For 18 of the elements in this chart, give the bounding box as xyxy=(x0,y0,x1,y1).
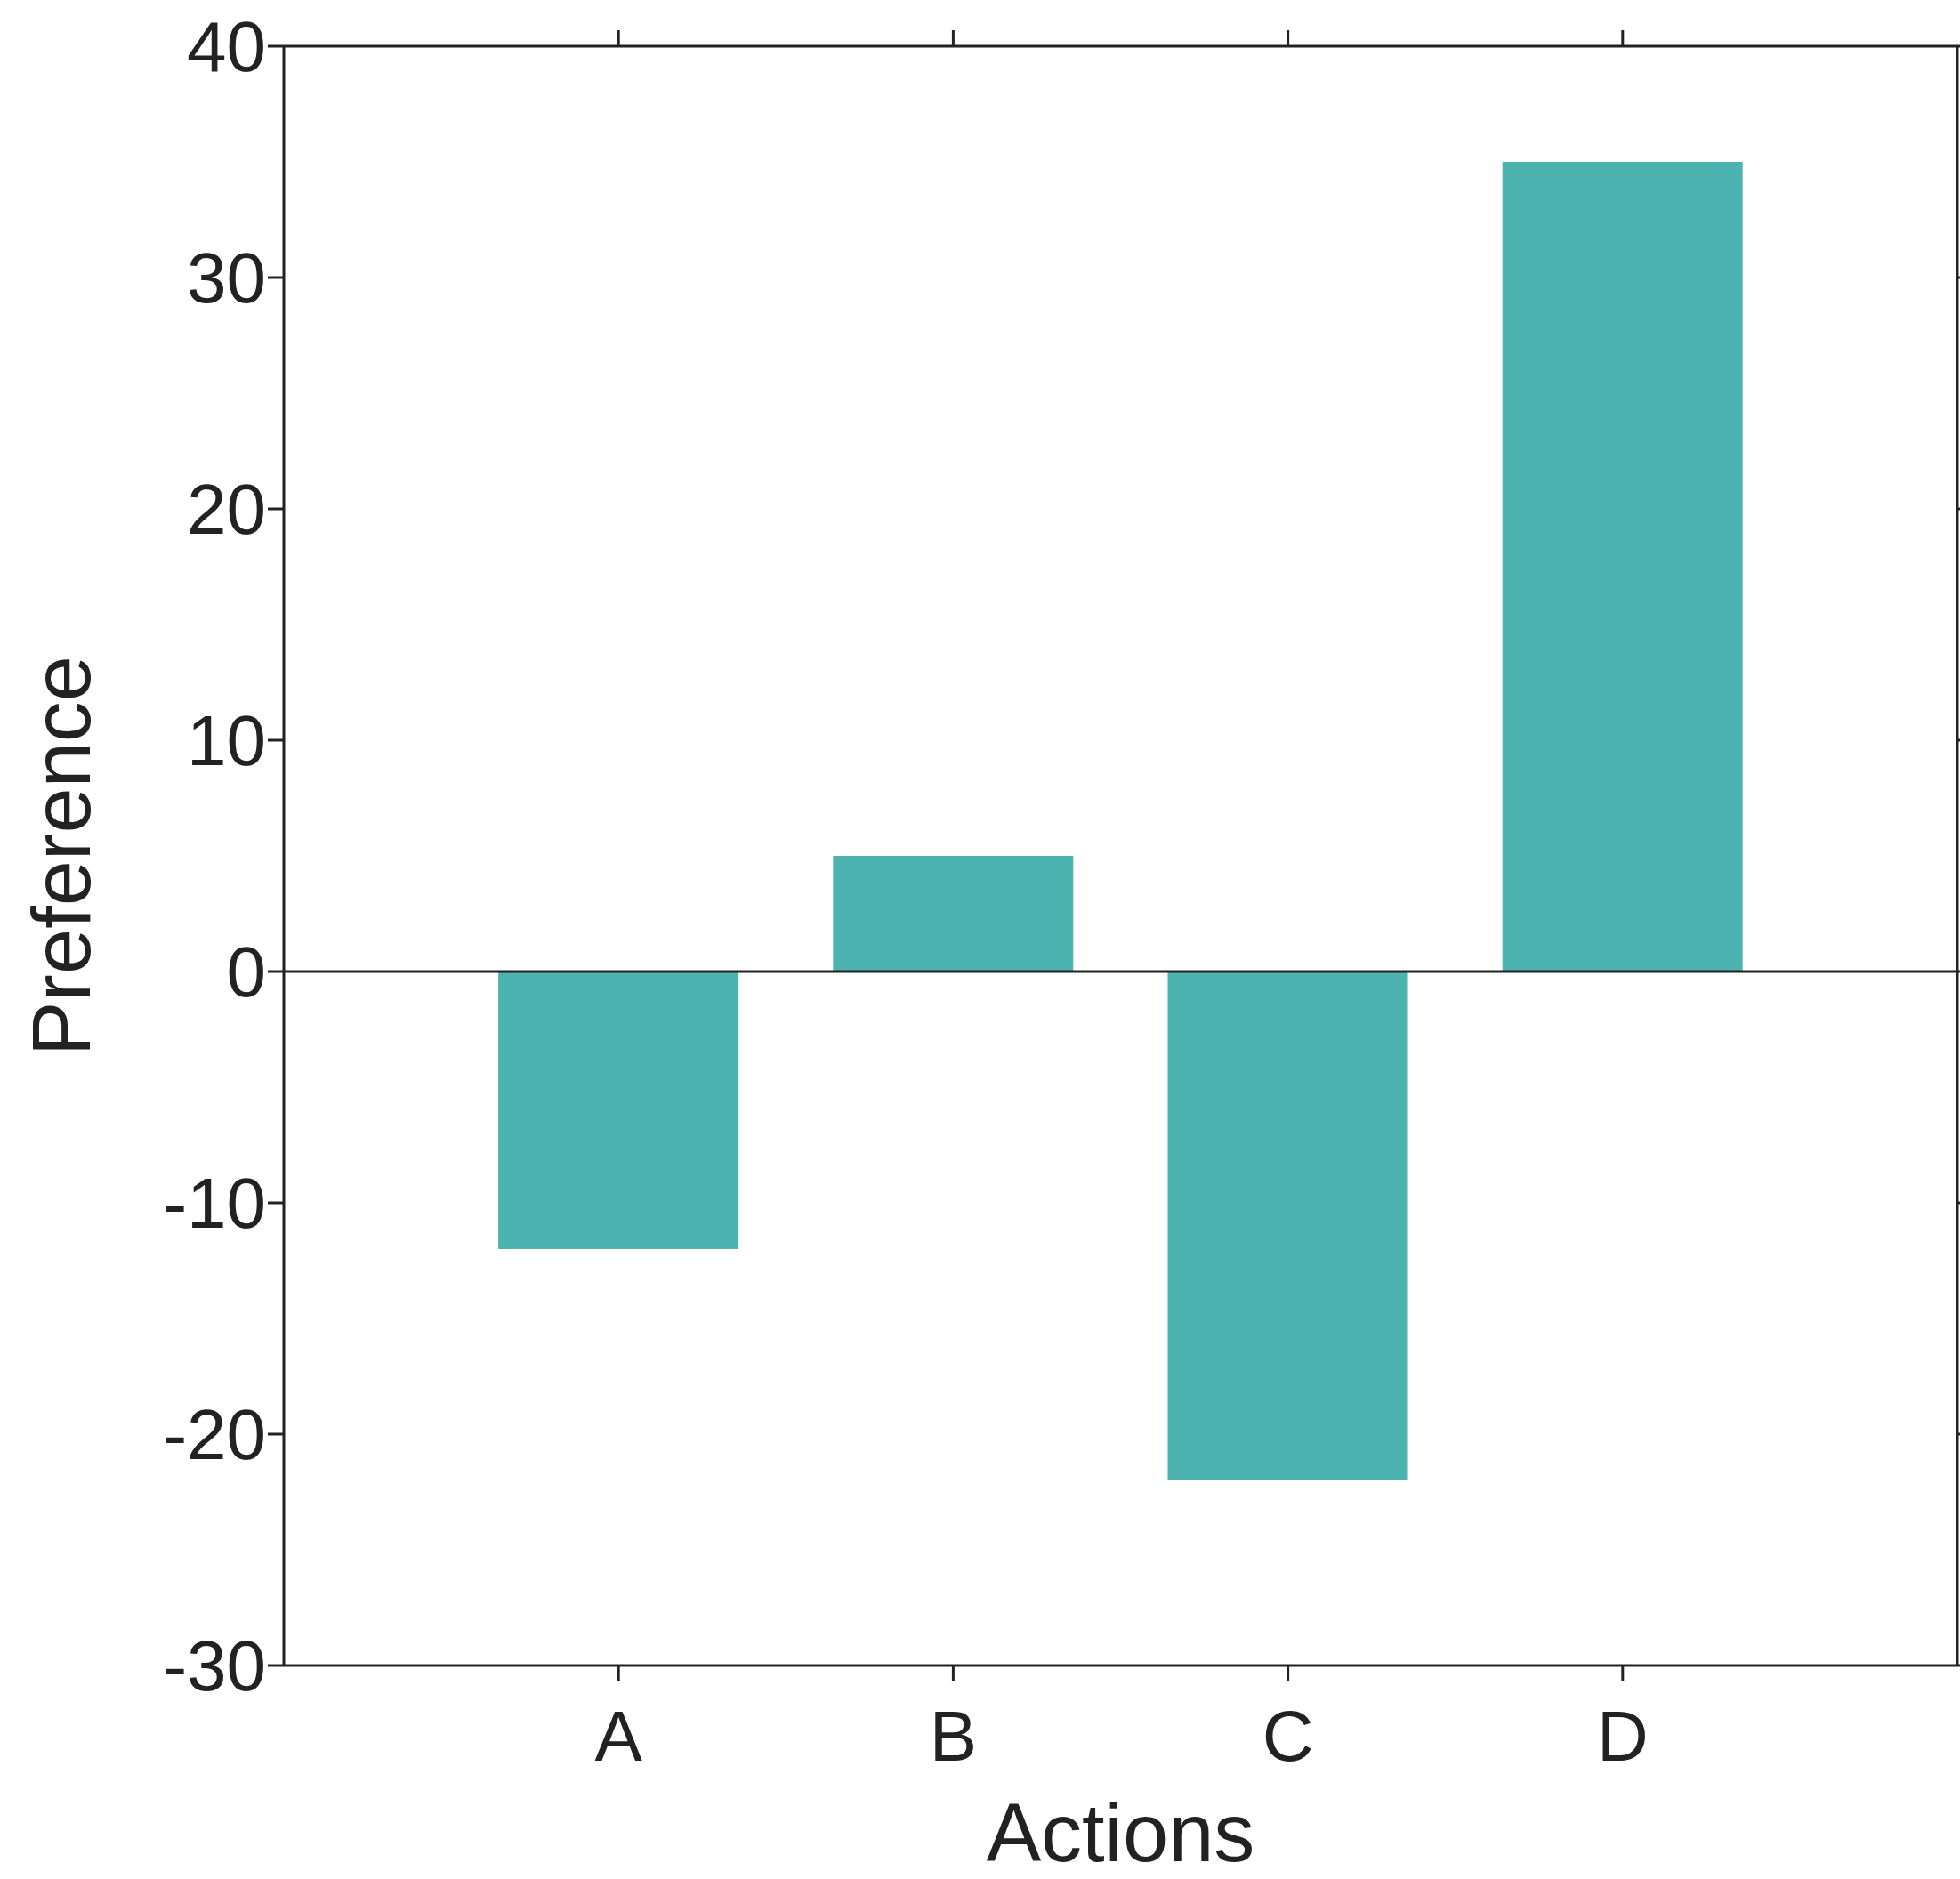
x-tick-label: B xyxy=(929,1696,978,1776)
y-tick-label: -30 xyxy=(163,1626,266,1706)
x-tick-label: A xyxy=(594,1696,643,1776)
y-tick-label: -10 xyxy=(163,1164,266,1244)
x-tick-label: C xyxy=(1262,1696,1314,1776)
y-tick-label: -20 xyxy=(163,1395,266,1475)
y-tick-label: 10 xyxy=(187,701,266,781)
y-tick-label: 40 xyxy=(187,7,266,87)
x-axis-title: Actions xyxy=(986,1787,1255,1878)
bar xyxy=(1502,162,1743,972)
bar xyxy=(498,972,739,1249)
bar xyxy=(1167,972,1408,1480)
x-tick-label: D xyxy=(1596,1696,1649,1776)
bar xyxy=(833,856,1074,972)
y-tick-label: 0 xyxy=(226,932,266,1012)
y-tick-label: 30 xyxy=(187,238,266,319)
y-tick-label: 20 xyxy=(187,470,266,550)
y-axis-title: Preference xyxy=(15,655,107,1057)
